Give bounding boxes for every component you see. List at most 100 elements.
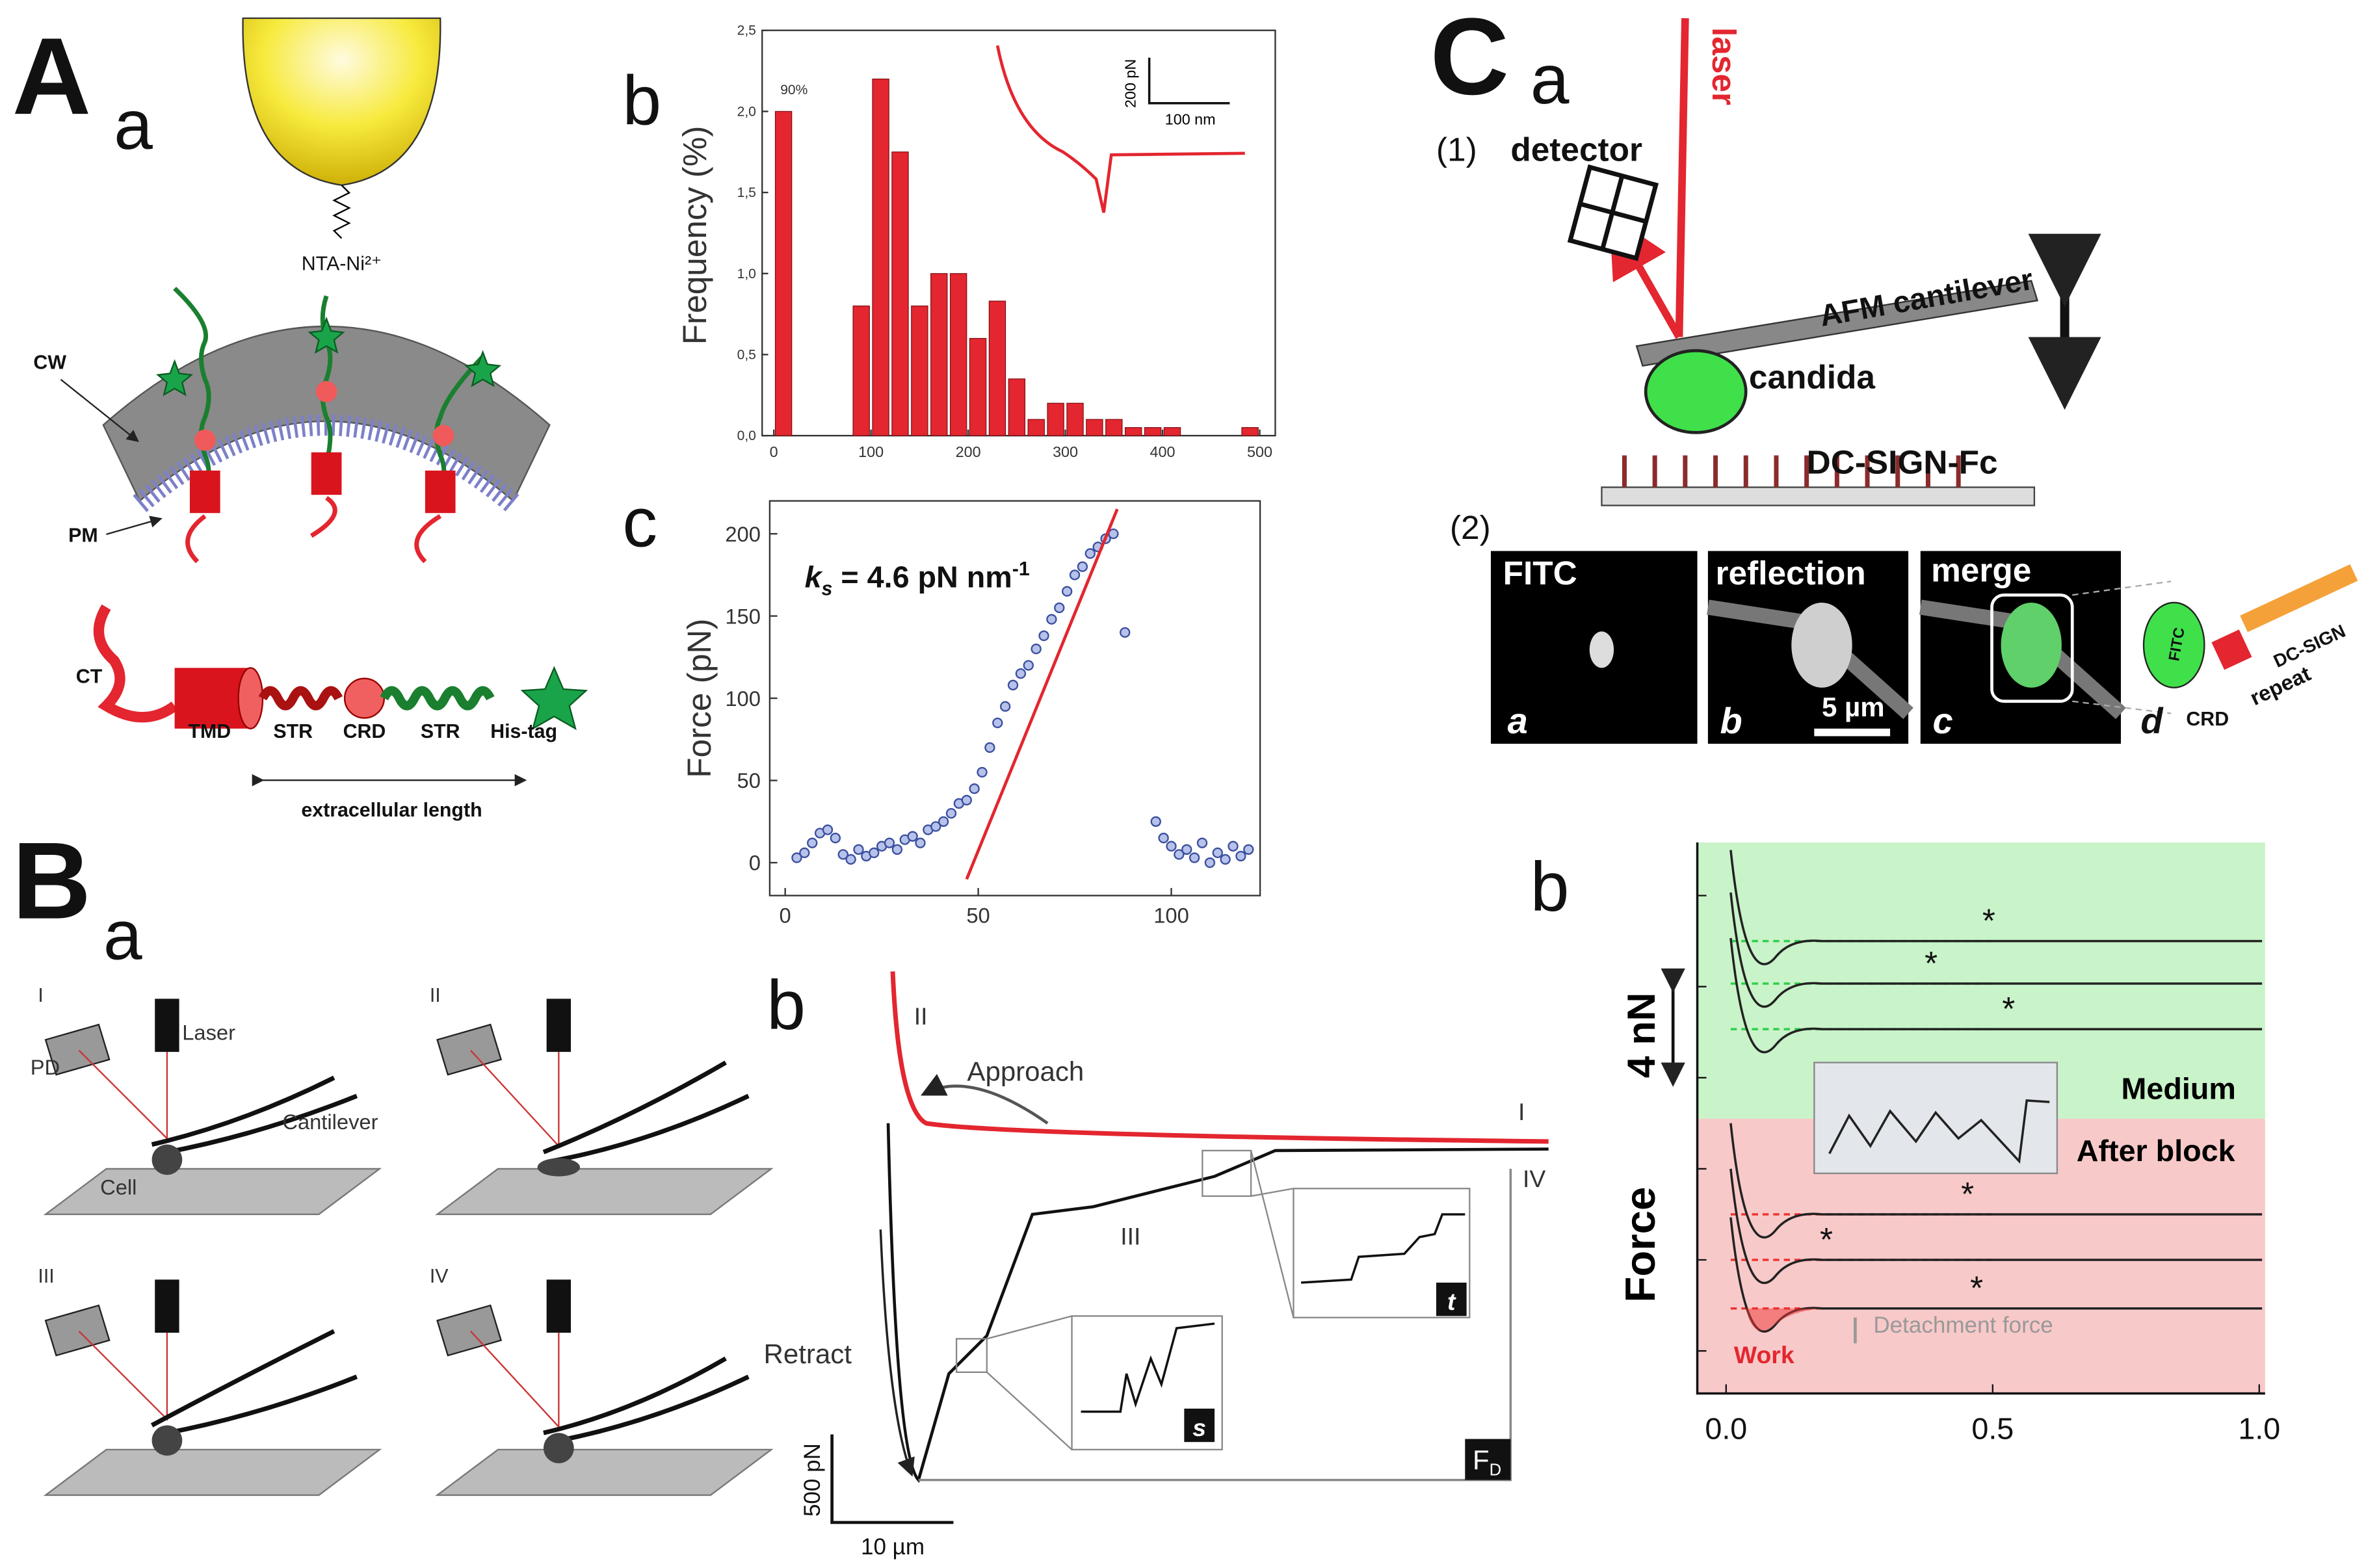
x-tick-label: 0.0	[1705, 1412, 1747, 1446]
arrow	[60, 378, 139, 443]
cell	[543, 1433, 574, 1463]
label: t	[1447, 1288, 1456, 1315]
label: s	[1192, 1414, 1206, 1441]
plot-frame	[761, 29, 1276, 437]
label: 5 µm	[1822, 692, 1885, 722]
photodiode	[44, 1023, 111, 1076]
force-curve	[1729, 1123, 2263, 1239]
label: (1)	[1436, 131, 1477, 168]
inset	[1813, 1062, 2058, 1175]
point	[1023, 660, 1034, 671]
label: IV	[430, 1266, 449, 1287]
x-tick-label: 100	[1153, 904, 1189, 928]
work-area	[1746, 1308, 1822, 1331]
photodiode	[44, 1304, 111, 1357]
beam	[78, 1330, 168, 1421]
point	[1084, 548, 1096, 559]
subscript: D	[1490, 1461, 1502, 1480]
inset-trace	[995, 45, 1245, 213]
point	[1061, 586, 1073, 597]
bar	[1163, 427, 1181, 436]
label: b	[767, 966, 806, 1044]
bar	[911, 306, 928, 436]
label: Cell	[100, 1175, 137, 1199]
label: AFM cantilever	[1817, 262, 2036, 333]
label: extracellular length	[301, 800, 482, 821]
y-tick-label: 100	[725, 686, 761, 711]
bar	[891, 151, 909, 436]
force-curve	[1729, 850, 2263, 965]
point	[1120, 627, 1131, 638]
point	[1108, 528, 1119, 540]
point	[1069, 569, 1081, 581]
label: III	[38, 1266, 54, 1287]
label: reflection	[1716, 555, 1866, 592]
point	[853, 844, 864, 855]
stage	[435, 1168, 774, 1216]
point	[907, 831, 918, 842]
label: candida	[1749, 359, 1876, 396]
stage	[435, 1448, 774, 1496]
annotation: ks = 4.6 pN nm-1	[805, 558, 1030, 599]
marker: *	[1961, 1175, 1974, 1212]
point	[1015, 668, 1027, 679]
membrane	[133, 414, 520, 512]
point	[1174, 849, 1185, 860]
label: STR	[421, 721, 460, 742]
point	[845, 854, 856, 865]
point	[992, 717, 1003, 729]
bar	[1066, 402, 1084, 436]
point	[1150, 816, 1161, 827]
photodiode	[436, 1023, 503, 1076]
label: a	[1508, 700, 1528, 741]
point	[1038, 630, 1049, 642]
label: Approach	[967, 1056, 1084, 1086]
y-tick-label: 200	[725, 522, 761, 546]
y-tick-label: 0,5	[737, 347, 756, 362]
label: His-tag	[490, 721, 557, 742]
point	[1077, 561, 1088, 572]
cantilever	[150, 1329, 358, 1437]
bar	[969, 337, 987, 436]
work-label: Work	[1734, 1341, 1794, 1368]
fit-line	[965, 508, 1119, 880]
y-tick-label: 150	[725, 604, 761, 628]
cantilever	[151, 1075, 358, 1156]
x-tick-label: 300	[1053, 443, 1078, 460]
receptors	[156, 287, 502, 564]
point	[938, 816, 949, 827]
scale-label: 4 nN	[1619, 993, 1663, 1078]
point	[891, 844, 903, 855]
point	[884, 837, 895, 848]
laser	[546, 1279, 572, 1333]
point	[1007, 679, 1019, 691]
domain-schematic	[93, 604, 588, 787]
label: TMD	[188, 721, 231, 742]
y-tick-label: 1,0	[737, 267, 756, 281]
point	[1181, 844, 1192, 855]
point	[1189, 852, 1200, 863]
force-curve	[1729, 937, 2263, 1054]
label: II	[914, 1002, 928, 1030]
label: b	[622, 61, 661, 139]
point	[977, 766, 988, 778]
y-tick-label: 2,5	[737, 23, 756, 38]
bar	[1008, 378, 1026, 436]
point	[1212, 847, 1223, 859]
bar	[774, 111, 793, 436]
beam	[470, 1330, 560, 1429]
label: DC-SIGN-Fc	[1807, 444, 1998, 481]
laser	[546, 999, 572, 1052]
force-curve	[1729, 892, 2263, 1008]
cell	[151, 1144, 183, 1175]
axes	[1696, 842, 2265, 1395]
point	[1228, 841, 1239, 852]
point	[1196, 837, 1208, 848]
point	[1220, 854, 1231, 865]
detachment-label: Detachment force	[1873, 1313, 2053, 1338]
beam	[470, 1049, 560, 1148]
axis-label: Force (pN)	[681, 618, 718, 777]
label: III	[1120, 1223, 1140, 1250]
label: I	[1518, 1098, 1525, 1125]
cantilever	[543, 1356, 750, 1444]
